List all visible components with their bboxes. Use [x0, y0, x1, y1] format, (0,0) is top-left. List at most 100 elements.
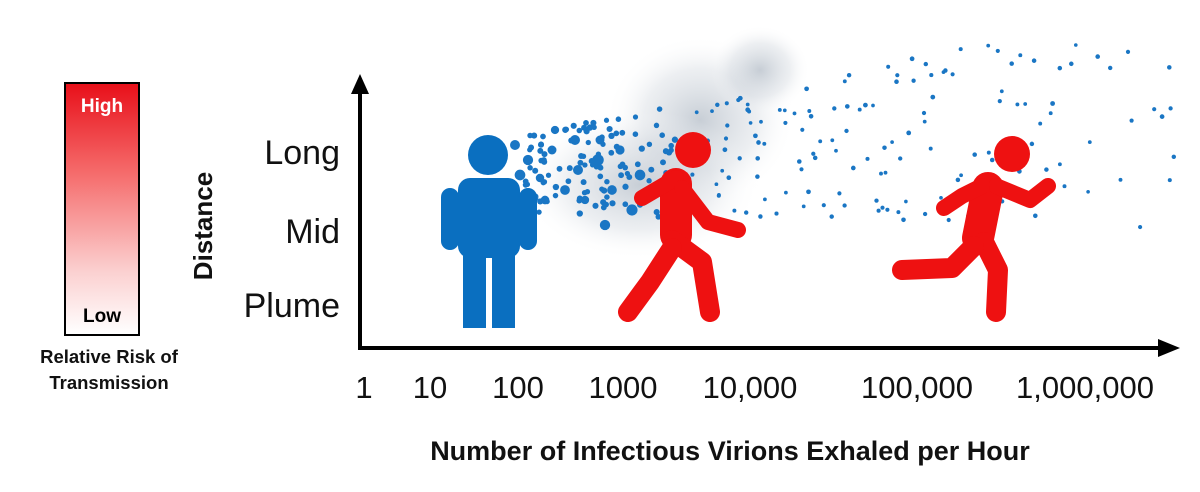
aerosol-dot: [626, 174, 633, 181]
aerosol-dot: [560, 185, 570, 195]
x-label-10000: 10,000: [703, 370, 798, 405]
risk-caption-line-2: Transmission: [49, 372, 169, 393]
aerosol-dot: [911, 78, 916, 83]
aerosol-dot: [1118, 177, 1123, 182]
aerosol-dot: [606, 125, 613, 133]
aerosol-dot: [745, 102, 750, 107]
aerosol-dot: [1069, 61, 1074, 67]
aerosol-dot: [618, 172, 625, 179]
aerosol-dot: [1073, 43, 1078, 47]
aerosol-dot: [599, 219, 611, 231]
aerosol-dot: [784, 190, 788, 195]
aerosol-dot: [807, 109, 812, 113]
aerosol-dot: [837, 191, 842, 196]
aerosol-dot: [547, 145, 557, 155]
aerosol-dot: [597, 164, 604, 171]
aerosol-dot: [622, 164, 629, 171]
aerosol-dot: [604, 194, 610, 200]
aerosol-dot: [995, 48, 1000, 53]
aerosol-dot: [799, 167, 804, 172]
aerosol-dot: [656, 106, 663, 112]
aerosol-dot: [1018, 53, 1023, 58]
aerosol-dot: [792, 111, 797, 116]
aerosol-dot: [972, 152, 977, 157]
aerosol-dot: [844, 104, 850, 109]
aerosol-dot: [600, 141, 606, 147]
aerosol-dot: [597, 173, 604, 180]
aerosol-dot: [763, 197, 767, 202]
aerosol-dot: [576, 210, 583, 217]
aerosol-dot: [541, 158, 548, 165]
aerosol-dot: [922, 211, 928, 217]
aerosol-dot: [720, 168, 725, 173]
aerosol-dot: [986, 150, 991, 155]
aerosol-dot: [589, 162, 596, 168]
aerosol-dot: [783, 120, 788, 125]
aerosol-dot: [723, 136, 729, 141]
aerosol-dot: [804, 86, 809, 92]
aerosol-dot: [1167, 65, 1172, 70]
aerosol-dot: [959, 173, 963, 178]
aerosol-dot: [603, 117, 610, 123]
aerosol-dot: [898, 156, 903, 161]
aerosol-dot: [653, 209, 660, 216]
aerosol-dot: [921, 110, 927, 116]
axes: [351, 74, 1180, 357]
aerosol-dot: [566, 165, 573, 172]
aerosol-dot: [613, 130, 620, 137]
aerosol-dot: [632, 131, 639, 137]
aerosol-dot: [715, 102, 720, 108]
aerosol-dot: [943, 68, 948, 73]
aerosol-dot: [550, 125, 560, 135]
aerosol-dot: [946, 217, 951, 223]
aerosol-dot: [930, 94, 936, 100]
aerosol-dot: [879, 171, 883, 176]
aerosol-dot: [989, 157, 995, 163]
aerosol-dot: [777, 107, 782, 112]
aerosol-dot: [882, 145, 887, 150]
aerosol-dot: [604, 178, 610, 185]
aerosol-dot: [646, 141, 653, 148]
aerosol-dot: [603, 201, 609, 208]
aerosol-dot: [665, 149, 673, 156]
aerosol-dot: [600, 187, 608, 194]
aerosol-dot: [846, 72, 852, 78]
aerosol-dot: [536, 209, 542, 215]
aerosol-dot: [1168, 106, 1173, 111]
aerosol-dot: [1057, 65, 1063, 71]
aerosol-dot: [537, 147, 544, 154]
aerosol-dot: [655, 213, 662, 220]
aerosol-dot: [1167, 178, 1172, 183]
y-label-mid: Mid: [285, 213, 340, 251]
aerosol-dot: [595, 151, 602, 157]
aerosol-dot: [608, 149, 615, 156]
aerosol-dot: [885, 207, 890, 212]
aerosol-dot: [747, 109, 752, 114]
aerosol-dot: [857, 107, 862, 112]
aerosol-dot: [806, 189, 811, 195]
risk-legend-caption: Relative Risk of Transmission: [14, 344, 204, 396]
aerosol-dot: [542, 196, 548, 203]
aerosol-dot: [608, 132, 615, 140]
aerosol-dot: [580, 195, 590, 205]
aerosol-dot: [1062, 184, 1067, 189]
aerosol-dot: [811, 151, 816, 156]
aerosol-dot: [842, 203, 847, 208]
y-axis-arrowhead: [351, 74, 369, 94]
aerosol-dot: [581, 189, 588, 196]
aerosol-dot: [1015, 102, 1020, 107]
aerosol-dot: [722, 147, 728, 153]
x-axis-title: Number of Infectious Virions Exhaled per…: [430, 436, 1030, 466]
aerosol-dot: [653, 122, 660, 129]
aerosol-dot: [622, 183, 629, 190]
aerosol-dot: [1050, 101, 1055, 106]
aerosol-dot: [646, 178, 652, 184]
aerosol-dot: [874, 198, 879, 203]
aerosol-dot: [570, 122, 577, 129]
aerosol-dot: [634, 169, 646, 181]
aerosol-dot: [1107, 65, 1113, 71]
aerosol-dot: [619, 129, 626, 136]
aerosol-dot: [939, 195, 943, 200]
aerosol-dot: [556, 165, 563, 172]
